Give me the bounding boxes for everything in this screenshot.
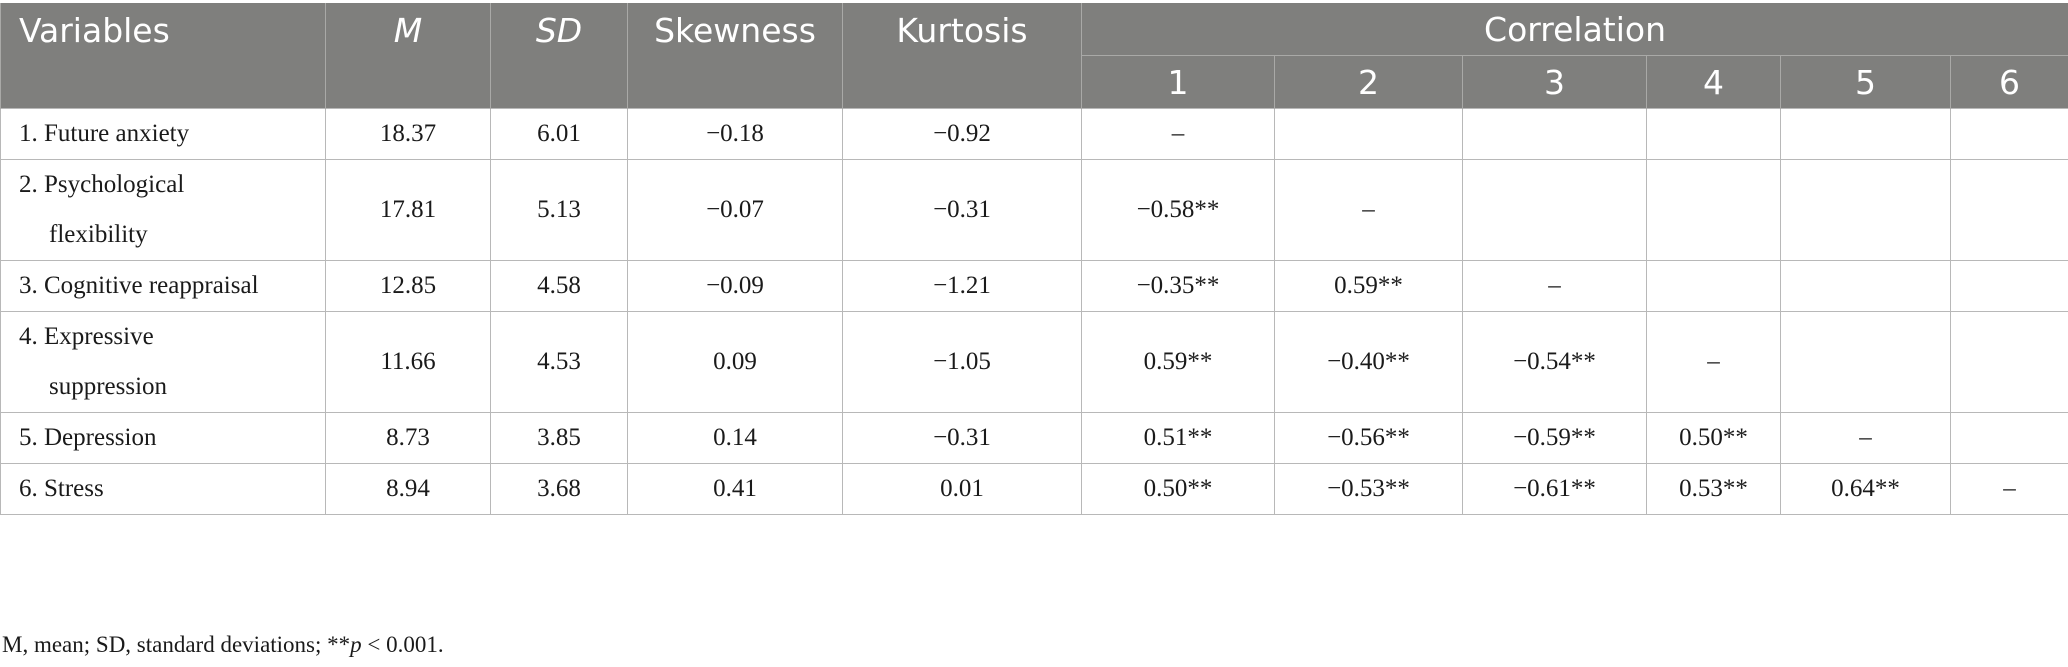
corr-col-header: 3 [1462,55,1647,109]
table-row: 3. Cognitive reappraisal 12.85 4.58 −0.0… [0,260,2068,312]
corr-cell: 0.50** [1081,463,1275,515]
corr-cell [1274,108,1463,160]
corr-col-header: 5 [1780,55,1951,109]
corr-cell: −0.53** [1274,463,1463,515]
corr-cell: – [1274,159,1463,261]
corr-cell [1462,108,1647,160]
mean-cell: 18.37 [325,108,491,160]
corr-cell [1949,311,2068,413]
variable-label-text: 6. Stress [19,475,104,502]
variable-label-text: 2. Psychological [19,171,185,198]
corr-cell: 0.51** [1081,412,1275,464]
table-row: 4. Expressive suppression 11.66 4.53 0.09… [0,311,2068,413]
corr-cell [1646,108,1781,160]
sd-cell: 3.85 [490,412,628,464]
header-sd: SD [490,3,628,109]
corr-cell: 0.59** [1274,260,1463,312]
variable-label: 6. Stress [0,463,326,515]
corr-cell [1949,260,2068,312]
corr-cell [1646,159,1781,261]
corr-cell: 0.64** [1780,463,1951,515]
mean-cell: 11.66 [325,311,491,413]
mean-cell: 17.81 [325,159,491,261]
header-skewness: Skewness [627,3,843,109]
footnote-p: p [350,632,362,657]
kurtosis-cell: −0.31 [842,159,1082,261]
variable-label: 2. Psychological flexibility [0,159,326,261]
header-kurtosis: Kurtosis [842,3,1082,109]
corr-cell [1646,260,1781,312]
corr-cell [1780,108,1951,160]
variable-label-text: 1. Future anxiety [19,120,190,147]
skewness-cell: −0.18 [627,108,843,160]
table-footnote: M, mean; SD, standard deviations; **p < … [2,632,444,658]
corr-cell: – [1081,108,1275,160]
mean-cell: 8.73 [325,412,491,464]
table-row: 6. Stress 8.94 3.68 0.41 0.01 0.50** −0.… [0,463,2068,515]
corr-cell: 0.50** [1646,412,1781,464]
skewness-cell: 0.14 [627,412,843,464]
corr-cell: −0.61** [1462,463,1647,515]
corr-cell: −0.40** [1274,311,1463,413]
variable-label: 1. Future anxiety [0,108,326,160]
corr-cell [1949,108,2068,160]
variable-label-text: flexibility [49,221,148,248]
corr-cell: −0.35** [1081,260,1275,312]
corr-cell [1780,260,1951,312]
corr-cell: – [1949,463,2068,515]
variable-label-text: 4. Expressive [19,323,154,350]
variable-label: 5. Depression [0,412,326,464]
corr-col-header: 2 [1274,55,1463,109]
mean-cell: 12.85 [325,260,491,312]
corr-col-header: 6 [1949,55,2068,109]
corr-cell: – [1462,260,1647,312]
skewness-cell: −0.07 [627,159,843,261]
header-variables: Variables [0,3,326,109]
corr-cell [1462,159,1647,261]
skewness-cell: 0.09 [627,311,843,413]
corr-cell [1780,311,1951,413]
sd-cell: 3.68 [490,463,628,515]
skewness-cell: 0.41 [627,463,843,515]
corr-cell: −0.59** [1462,412,1647,464]
skewness-cell: −0.09 [627,260,843,312]
sd-cell: 4.53 [490,311,628,413]
corr-cell: 0.53** [1646,463,1781,515]
kurtosis-cell: −0.31 [842,412,1082,464]
variable-label-text: suppression [49,373,168,400]
kurtosis-cell: −1.05 [842,311,1082,413]
table-row: 1. Future anxiety 18.37 6.01 −0.18 −0.92… [0,108,2068,160]
header-mean: M [325,3,491,109]
variable-label-text: 5. Depression [19,424,157,451]
corr-cell: −0.54** [1462,311,1647,413]
variable-label: 3. Cognitive reappraisal [0,260,326,312]
descriptive-statistics-table: Variables M SD Skewness Kurtosis Correla… [0,3,2068,515]
corr-cell [1949,159,2068,261]
sd-cell: 5.13 [490,159,628,261]
corr-col-header: 4 [1646,55,1781,109]
table-row: 5. Depression 8.73 3.85 0.14 −0.31 0.51*… [0,412,2068,464]
corr-cell [1949,412,2068,464]
corr-cell: −0.56** [1274,412,1463,464]
variable-label-text: 3. Cognitive reappraisal [19,272,259,299]
sd-cell: 4.58 [490,260,628,312]
header-correlation: Correlation [1080,3,2068,56]
footnote-text-end: < 0.001. [361,632,444,657]
kurtosis-cell: −1.21 [842,260,1082,312]
sd-cell: 6.01 [490,108,628,160]
table-row: 2. Psychological flexibility 17.81 5.13 −… [0,159,2068,261]
corr-col-header: 1 [1081,55,1275,109]
kurtosis-cell: 0.01 [842,463,1082,515]
corr-cell [1780,159,1951,261]
corr-cell: – [1780,412,1951,464]
variable-label: 4. Expressive suppression [0,311,326,413]
kurtosis-cell: −0.92 [842,108,1082,160]
corr-cell: 0.59** [1081,311,1275,413]
corr-cell: −0.58** [1081,159,1275,261]
corr-cell: – [1646,311,1781,413]
footnote-text: M, mean; SD, standard deviations; ** [2,632,351,657]
mean-cell: 8.94 [325,463,491,515]
